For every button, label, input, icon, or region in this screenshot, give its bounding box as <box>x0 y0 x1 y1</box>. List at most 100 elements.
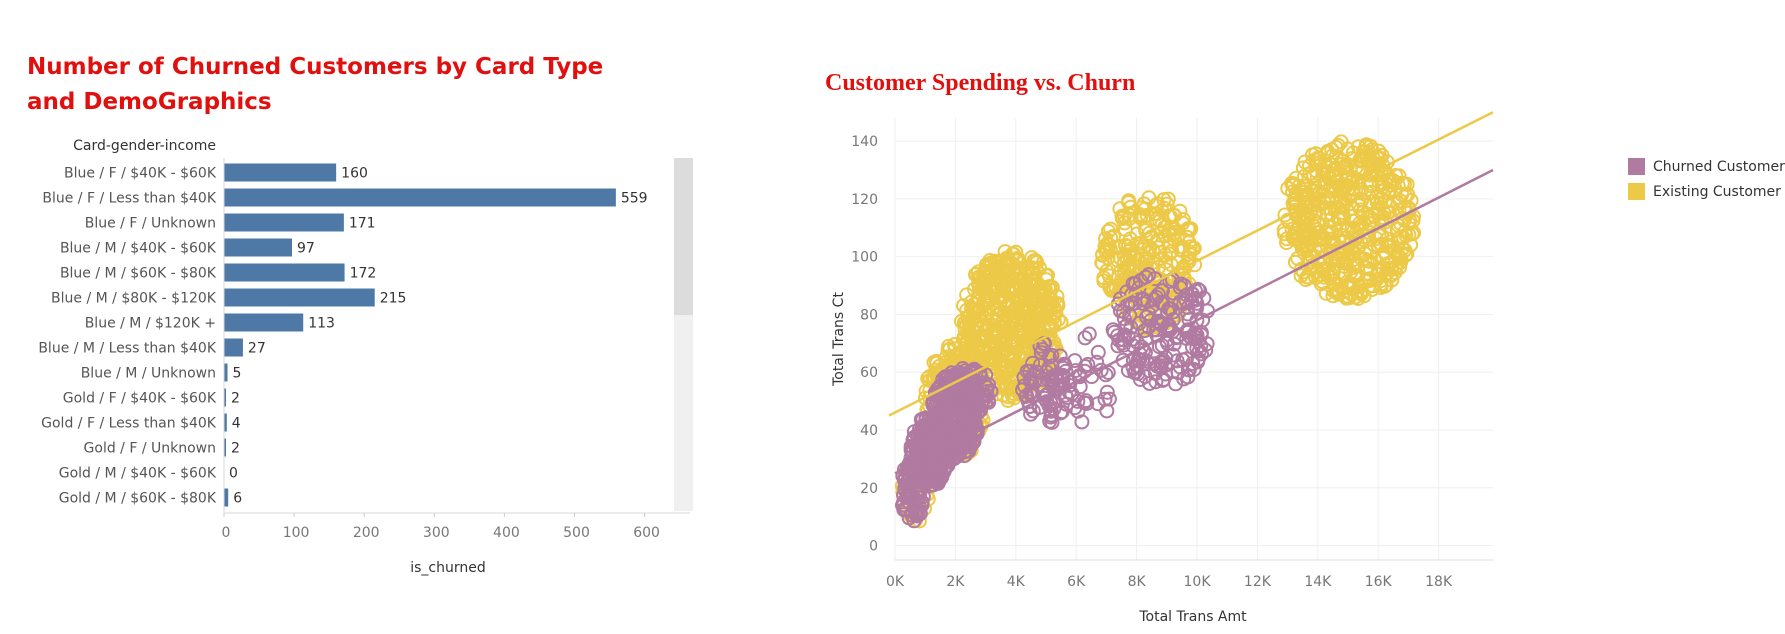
scatter-point <box>1132 372 1148 387</box>
scatter-point <box>904 445 920 460</box>
scatter-point <box>1191 343 1207 359</box>
scatter-point <box>1125 353 1141 369</box>
bar-11[interactable] <box>224 438 226 457</box>
scatter-point <box>1363 138 1379 154</box>
scatter-point <box>1025 355 1041 371</box>
scatter-point <box>994 270 1009 286</box>
scatter-point <box>956 332 971 347</box>
x-tick-label: 10K <box>1184 574 1212 590</box>
scatter-point <box>965 393 981 409</box>
scatter-point <box>1125 360 1141 375</box>
x-tick-label: 4K <box>1007 574 1026 590</box>
bar-6[interactable] <box>224 313 304 332</box>
scatter-point <box>905 488 921 504</box>
scatter-point <box>1347 269 1363 285</box>
scatter-point <box>974 351 990 367</box>
scatter-point <box>929 460 945 475</box>
scatter-point <box>1393 251 1409 267</box>
scatter-point <box>1077 330 1093 346</box>
bar-1[interactable] <box>224 188 616 207</box>
scatter-point <box>947 341 963 357</box>
bar-13[interactable] <box>224 488 229 507</box>
y-tick-label: 0 <box>869 539 878 555</box>
bar-4[interactable] <box>224 263 345 282</box>
scatter-point <box>1117 327 1133 343</box>
scatter-point <box>1149 358 1165 374</box>
scatter-point <box>1141 245 1157 261</box>
scatter-point <box>1074 414 1090 430</box>
bar-9[interactable] <box>224 388 226 407</box>
scatter-point <box>1177 261 1192 277</box>
scatter-point <box>1165 304 1181 320</box>
scatter-point <box>1165 347 1181 363</box>
legend-item-existing[interactable]: Existing Customer <box>1628 179 1785 204</box>
scatter-point <box>1156 372 1172 387</box>
bar-7[interactable] <box>224 338 243 357</box>
scatter-point <box>1335 160 1351 176</box>
scatter-point <box>1290 225 1306 241</box>
scatter-point <box>1315 180 1331 196</box>
bar-value-label: 6 <box>233 491 242 507</box>
scatter-point <box>970 264 986 280</box>
scatter-point <box>967 403 983 419</box>
legend-item-churned[interactable]: Churned Customer <box>1628 154 1785 179</box>
scatter-point <box>1360 185 1376 201</box>
bar-category-label: Blue / M / $80K - $120K <box>51 291 217 307</box>
scatter-point <box>1049 296 1065 312</box>
y-tick-label: 140 <box>851 134 878 150</box>
scatter-point <box>1316 263 1332 279</box>
scatter-point <box>1040 300 1056 315</box>
scatter-point <box>1136 196 1152 212</box>
scatter-point <box>1364 282 1380 297</box>
scatter-point <box>1377 181 1393 197</box>
scatter-point <box>1153 354 1169 370</box>
scatter-point <box>1099 384 1115 400</box>
scrollbar-thumb[interactable] <box>674 158 693 315</box>
bar-8[interactable] <box>224 363 228 382</box>
scatter-point <box>1101 391 1117 407</box>
scatter-point <box>940 342 956 358</box>
x-tick-label: 8K <box>1128 574 1147 590</box>
bar-category-label: Gold / F / Less than $40K <box>41 416 217 432</box>
scatter-point <box>910 506 926 522</box>
bar-10[interactable] <box>224 413 227 432</box>
scatter-points <box>894 134 1422 529</box>
scatter-point <box>1027 374 1042 390</box>
scatter-point <box>1049 367 1065 383</box>
scatter-point <box>1338 158 1353 174</box>
scatter-point <box>1089 354 1105 370</box>
bar-chart: Blue / F / $40K - $60K 160 Blue / F / Less… <box>38 158 693 576</box>
scatter-point <box>989 270 1005 286</box>
bar-3[interactable] <box>224 238 292 257</box>
scatter-point <box>1127 250 1143 266</box>
scatter-point <box>1006 380 1022 396</box>
scatter-point <box>1110 328 1126 344</box>
x-tick-label: 12K <box>1244 574 1272 590</box>
bar-2[interactable] <box>224 213 344 232</box>
scatter-point <box>899 474 915 490</box>
bar-category-label: Blue / M / $120K + <box>85 316 216 332</box>
scatter-point <box>963 327 979 343</box>
scatter-point <box>1380 231 1395 247</box>
scatter-point <box>954 313 969 329</box>
x-tick-label: 500 <box>563 525 590 541</box>
scatter-point <box>1302 158 1317 174</box>
scatter-point <box>1391 233 1407 249</box>
scatter-point <box>906 424 922 440</box>
scatter-point <box>1284 175 1300 191</box>
scatter-point <box>1315 274 1331 290</box>
bar-5[interactable] <box>224 288 375 307</box>
left-chart-title: Number of Churned Customers by Card Type… <box>27 54 604 115</box>
scatter-point <box>1095 247 1111 263</box>
scatter-point <box>1114 208 1130 224</box>
x-tick-label: 16K <box>1365 574 1393 590</box>
legend: Churned Customer Existing Customer <box>1628 154 1785 204</box>
legend-label-existing: Existing Customer <box>1653 183 1781 200</box>
scatter-point <box>1009 323 1025 339</box>
scatter-point <box>1098 367 1114 383</box>
scatter-point <box>1070 393 1086 409</box>
scatter-point <box>971 269 987 285</box>
bar-category-label: Blue / M / Unknown <box>81 366 216 382</box>
bar-0[interactable] <box>224 163 337 182</box>
bar-category-label: Blue / M / Less than $40K <box>38 341 216 357</box>
